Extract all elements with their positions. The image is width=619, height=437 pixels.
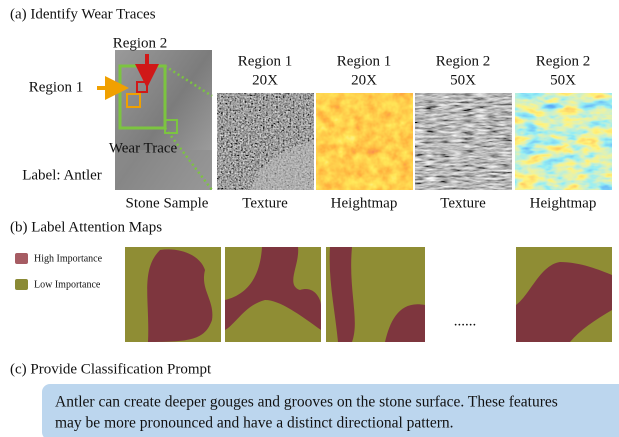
caption: Stone Sample [126, 195, 209, 211]
view-caption: Heightmap [530, 195, 597, 211]
panel-c-title: (c) Provide Classification Prompt [10, 361, 212, 377]
zoom-line [164, 64, 213, 98]
legend-swatch [15, 279, 28, 290]
view-region: Region 1 [238, 53, 293, 69]
view-region: Region 1 [337, 53, 392, 69]
view-zoom: 50X [450, 72, 476, 88]
texture-region [250, 140, 314, 190]
heightmap-image [316, 93, 413, 190]
label: Region 1 [29, 79, 84, 95]
legend-label: Low Importance [34, 279, 101, 290]
view-zoom: 20X [252, 72, 278, 88]
view-labels: Region 1 20X Texture Region 1 20X Heightmap Re… [238, 53, 597, 211]
ellipsis: ...... [454, 313, 477, 329]
view-zoom: 20X [351, 72, 377, 88]
wear-box [164, 119, 178, 134]
legend-label: High Importance [34, 253, 103, 264]
attention-map [326, 247, 425, 342]
texture-image [415, 93, 512, 190]
prompt-box [42, 384, 619, 437]
prompt-line: Antler can create deeper gouges and groo… [55, 394, 558, 411]
view-region: Region 2 [436, 53, 491, 69]
view-caption: Texture [440, 195, 486, 211]
heightmap-image [515, 93, 612, 190]
prompt-line: may be more pronounced and have a distin… [55, 415, 454, 432]
label: Region 2 [113, 35, 168, 51]
view-caption: Heightmap [331, 195, 398, 211]
stone-shade [115, 150, 212, 190]
view-caption: Texture [242, 195, 288, 211]
label: Label: Antler [22, 167, 102, 183]
view-region: Region 2 [536, 53, 591, 69]
view-zoom: 50X [550, 72, 576, 88]
region-1-box [126, 93, 141, 108]
label: Wear Trace [109, 140, 178, 156]
panel-b-title: (b) Label Attention Maps [10, 219, 162, 235]
attention-map [125, 247, 221, 342]
legend-swatch [15, 253, 28, 264]
panel-a-title: (a) Identify Wear Traces [10, 6, 156, 22]
attention-map [225, 247, 321, 342]
attention-map [516, 247, 612, 342]
